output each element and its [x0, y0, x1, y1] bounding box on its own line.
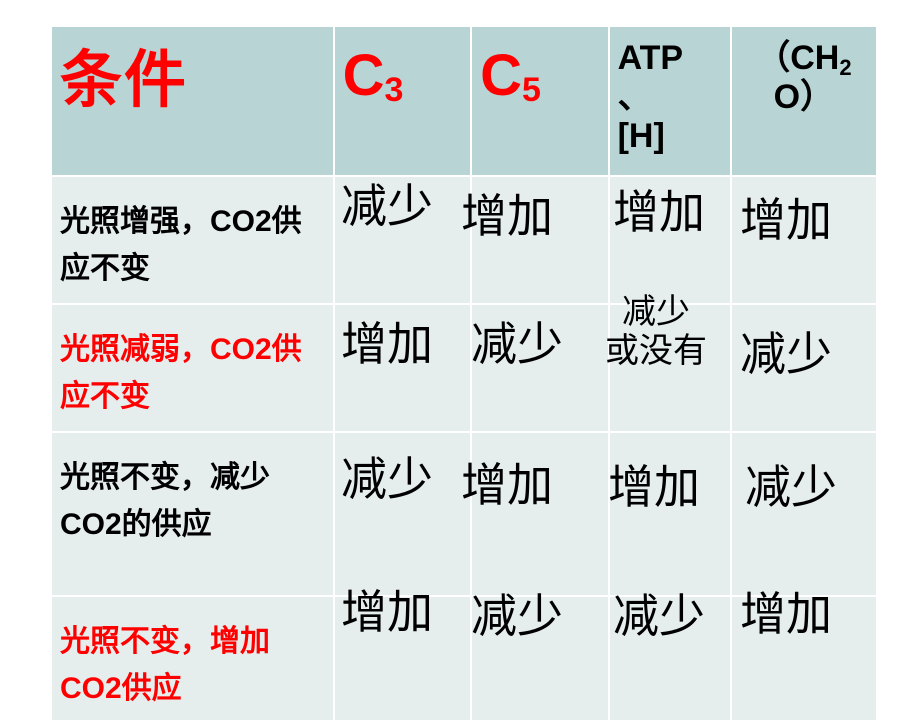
table-row: 光照减弱，CO2供应不变: [51, 304, 877, 432]
header-atp-h: ATP 、 [H]: [618, 35, 722, 156]
header-atp-line2: 、: [618, 78, 652, 116]
header-ch2o-pre: （CH: [756, 39, 839, 77]
table-row: 光照不变，减少CO2的供应: [51, 432, 877, 596]
table-row: 光照不变，增加CO2供应: [51, 596, 877, 721]
condition-cell: 光照不变，增加CO2供应: [60, 605, 325, 712]
header-ch2o-post: O）: [774, 78, 834, 116]
header-c5: C5: [480, 35, 599, 105]
header-c3-sub: 3: [384, 71, 403, 109]
table-row: 光照增强，CO2供应不变: [51, 176, 877, 304]
header-c3-main: C: [343, 43, 385, 108]
header-ch2o: （CH2O）: [740, 35, 868, 117]
header-atp-line1: ATP: [618, 39, 683, 77]
header-condition: 条件: [60, 35, 325, 115]
header-c5-main: C: [480, 43, 522, 108]
header-c3: C3: [343, 35, 462, 105]
header-atp-line3: [H]: [618, 117, 665, 155]
condition-cell: 光照不变，减少CO2的供应: [60, 441, 325, 548]
condition-cell: 光照减弱，CO2供应不变: [60, 313, 325, 420]
header-ch2o-sub: 2: [839, 55, 851, 80]
biology-table: 条件 C3 C5 ATP 、 [H] （C: [50, 25, 878, 722]
condition-cell: 光照增强，CO2供应不变: [60, 185, 325, 292]
header-c5-sub: 5: [522, 71, 541, 109]
table-header-row: 条件 C3 C5 ATP 、 [H] （C: [51, 26, 877, 176]
